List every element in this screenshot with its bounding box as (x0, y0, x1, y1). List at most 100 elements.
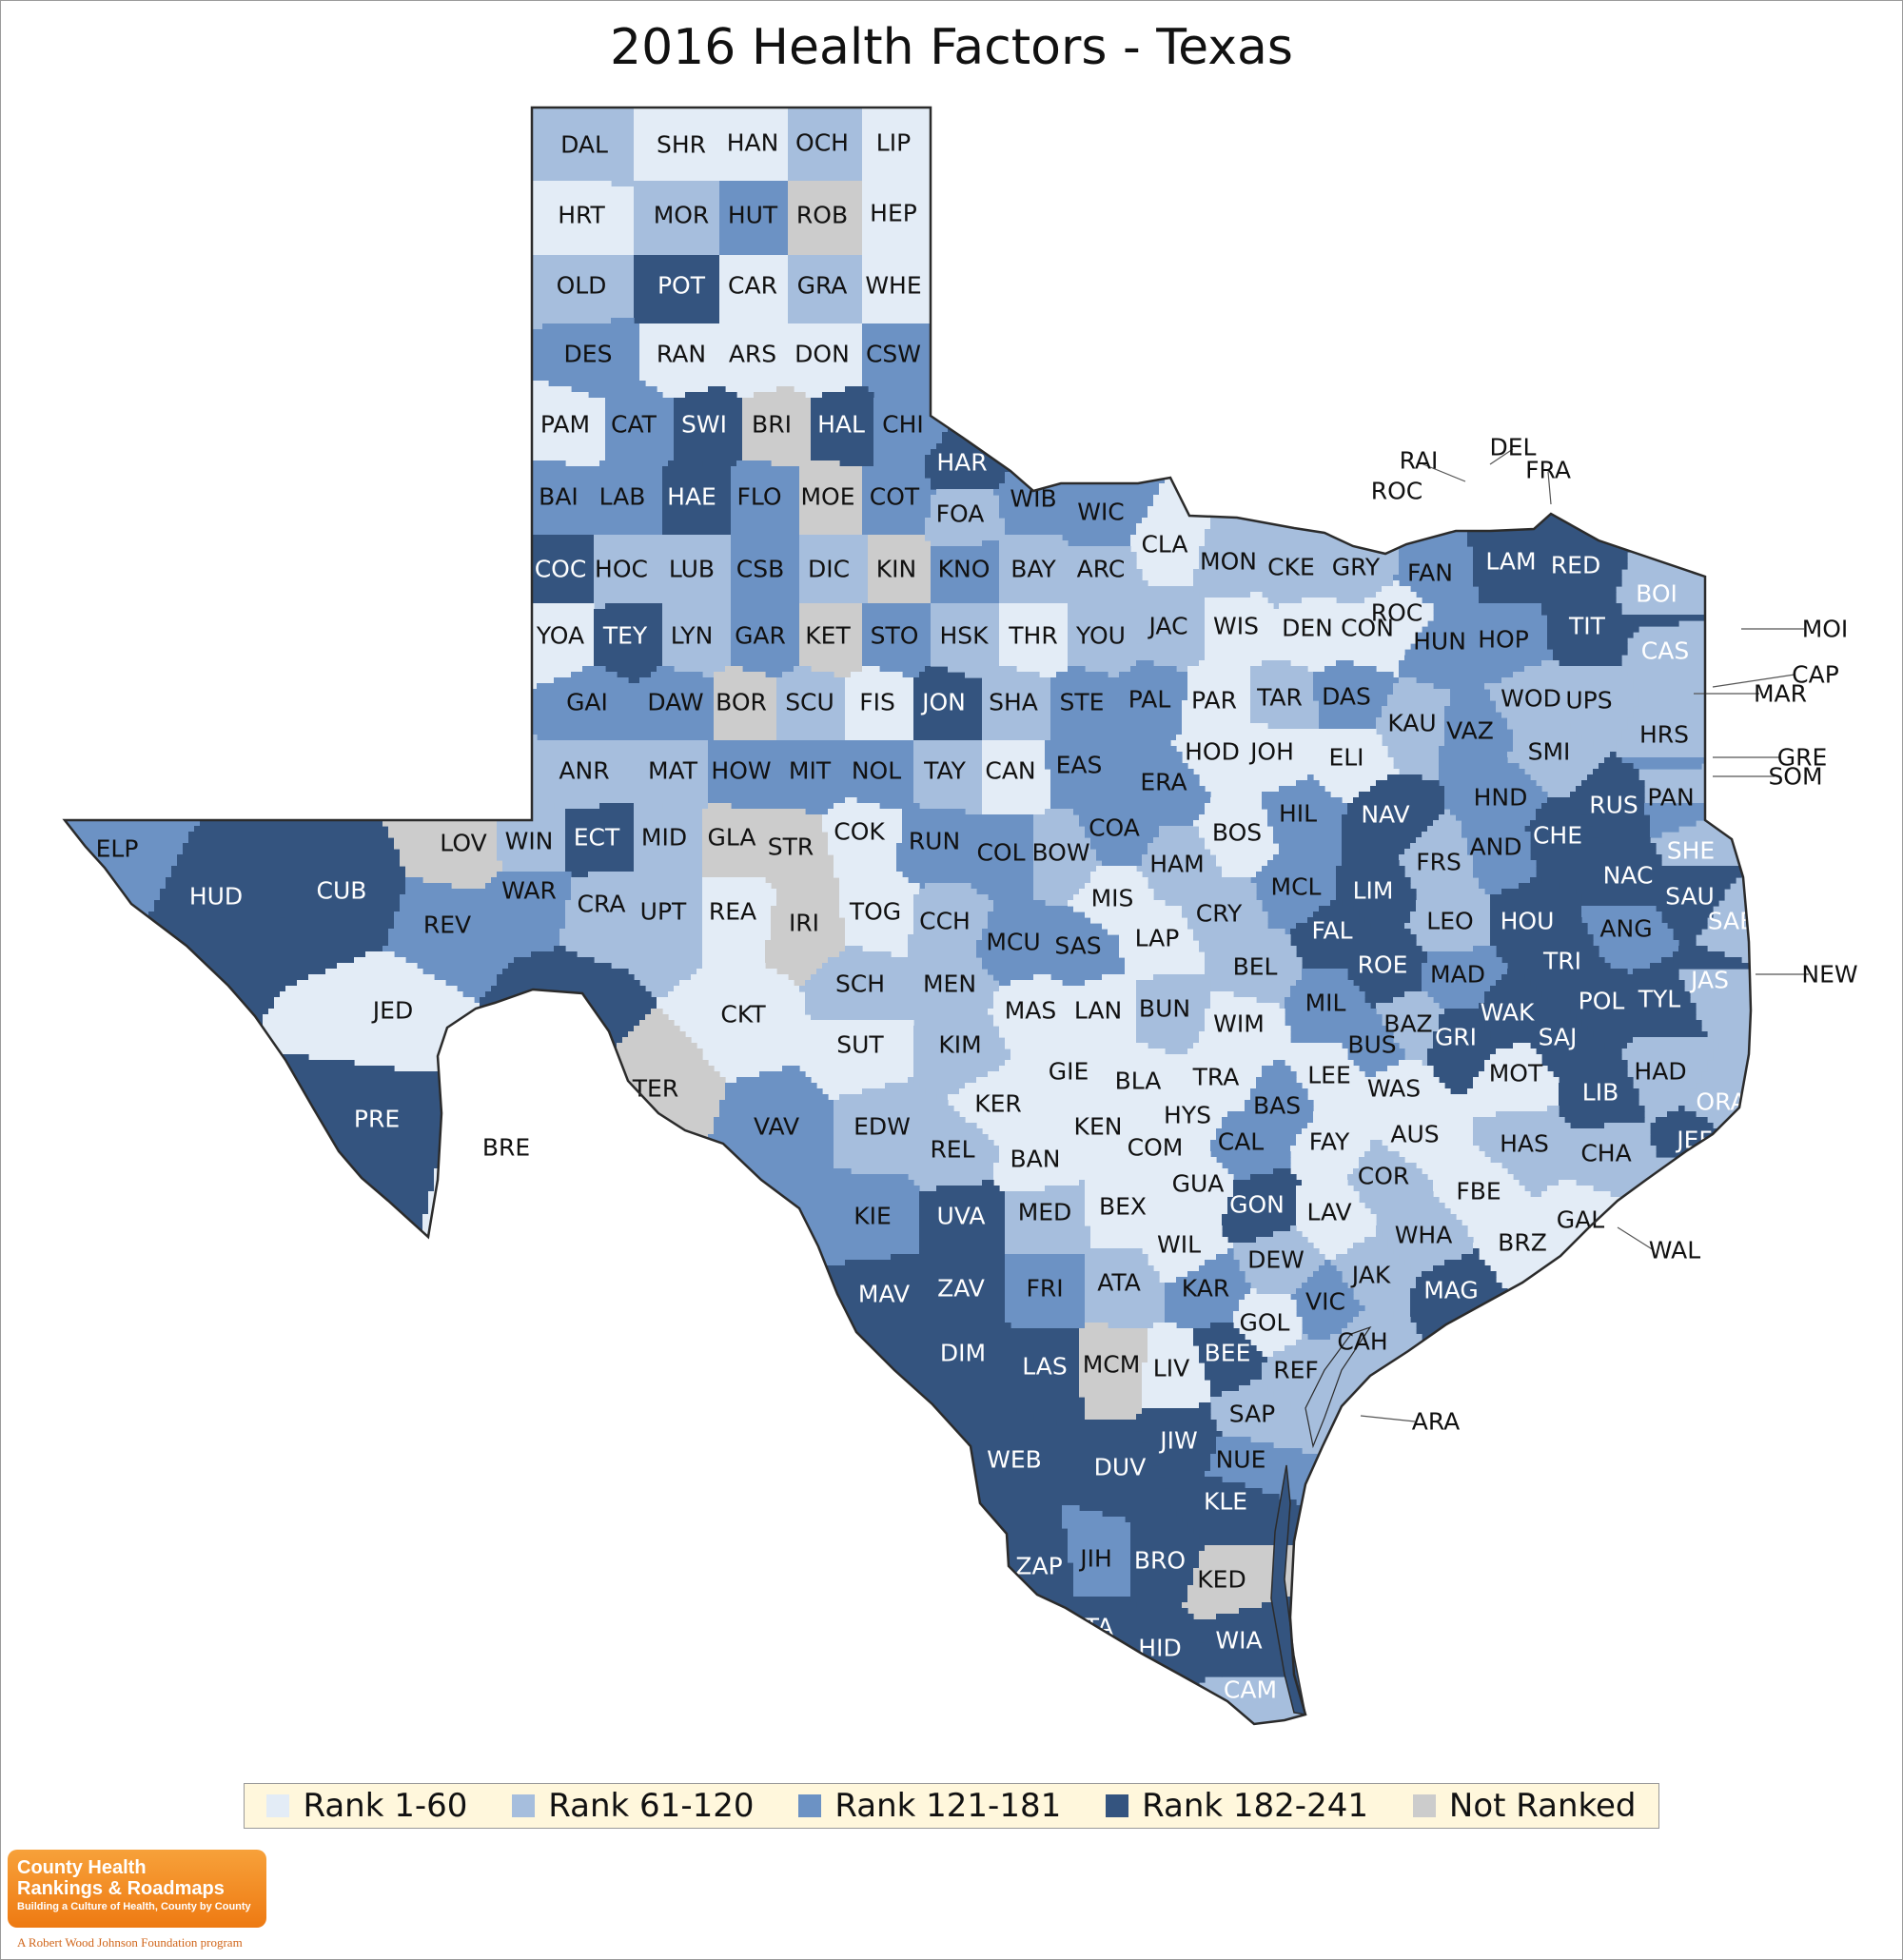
county-bro[interactable] (1130, 1505, 1206, 1609)
county-hud[interactable] (57, 689, 286, 1169)
county-rel[interactable] (908, 1100, 1000, 1192)
county-lim[interactable] (1336, 849, 1417, 930)
county-rev[interactable] (383, 877, 515, 1004)
county-fis[interactable] (845, 666, 914, 741)
county-boi[interactable] (1627, 615, 1719, 633)
county-gla[interactable] (702, 803, 772, 878)
county-mat[interactable] (634, 740, 709, 810)
county-bex[interactable] (1085, 1168, 1166, 1249)
county-han[interactable] (719, 95, 789, 182)
county-eli[interactable] (1313, 729, 1400, 804)
county-sto[interactable] (862, 603, 932, 678)
county-vic[interactable] (1290, 1260, 1365, 1341)
county-sha[interactable] (982, 666, 1051, 741)
county-edw[interactable] (834, 1077, 937, 1175)
county-tay[interactable] (913, 740, 983, 815)
county-tar[interactable] (1250, 660, 1320, 730)
county-gol[interactable] (1233, 1288, 1303, 1358)
county-roc[interactable] (1370, 580, 1434, 656)
county-cal[interactable] (1210, 1111, 1291, 1181)
county-hae[interactable] (662, 461, 732, 536)
county-bai[interactable] (126, 426, 595, 547)
county-eas[interactable] (1045, 735, 1131, 810)
county-wod[interactable] (1484, 660, 1565, 735)
county-can[interactable] (982, 740, 1051, 815)
county-hnd[interactable] (1444, 757, 1548, 827)
county-lee[interactable] (1285, 1043, 1365, 1112)
county-flo[interactable] (731, 461, 800, 536)
county-str[interactable] (759, 809, 840, 890)
county-tit[interactable] (1541, 592, 1634, 667)
county-shr[interactable] (634, 95, 720, 182)
county-has[interactable] (1473, 1106, 1571, 1198)
county-ken[interactable] (1056, 1094, 1137, 1175)
county-nac[interactable] (1576, 837, 1668, 907)
county-baz[interactable] (1376, 991, 1445, 1067)
county-ars[interactable] (719, 323, 789, 399)
county-mcm[interactable] (1079, 1323, 1148, 1421)
county-bor[interactable] (714, 666, 777, 741)
county-cub[interactable] (268, 632, 406, 987)
county-sau[interactable] (1656, 877, 1736, 947)
county-hys[interactable] (1153, 1083, 1228, 1152)
county-pot[interactable] (634, 255, 720, 324)
county-kin[interactable] (868, 535, 932, 604)
county-hil[interactable] (1262, 774, 1348, 855)
county-had[interactable] (1621, 1037, 1719, 1124)
county-jih[interactable] (1062, 1505, 1131, 1597)
county-jas[interactable] (1673, 946, 1759, 970)
county-uva[interactable] (919, 1180, 1006, 1255)
county-mcu[interactable] (976, 900, 1051, 987)
county-lyn[interactable] (662, 603, 732, 678)
county-liv[interactable] (1142, 1323, 1211, 1409)
county-daw[interactable] (634, 666, 715, 741)
county-hou[interactable] (1490, 877, 1582, 970)
county-ter[interactable] (571, 1009, 726, 1284)
county-era[interactable] (1125, 740, 1211, 827)
county-rob[interactable] (788, 181, 863, 256)
county-fri[interactable] (1005, 1254, 1086, 1329)
county-cot[interactable] (862, 461, 937, 536)
county-and[interactable] (1462, 820, 1537, 895)
county-jak[interactable] (1330, 1231, 1417, 1318)
county-war[interactable] (480, 872, 572, 958)
county-frs[interactable] (1399, 809, 1480, 901)
county-run[interactable] (896, 803, 977, 890)
county-bus[interactable] (1336, 1009, 1405, 1078)
county-fal[interactable] (1290, 900, 1377, 970)
county-cch[interactable] (908, 883, 994, 958)
county-you[interactable] (1068, 603, 1143, 678)
county-moe[interactable] (799, 461, 863, 536)
county-hut[interactable] (719, 181, 789, 256)
county-che[interactable] (1524, 797, 1605, 890)
county-thr[interactable] (999, 603, 1069, 678)
county-tyl[interactable] (1633, 957, 1708, 1038)
county-pal[interactable] (1119, 660, 1188, 747)
county-jac[interactable] (1130, 586, 1206, 673)
county-jon[interactable] (913, 666, 983, 741)
county-dic[interactable] (799, 535, 869, 604)
county-hep[interactable] (862, 181, 1291, 256)
county-tri[interactable] (1519, 917, 1605, 1004)
county-bri[interactable] (742, 386, 812, 467)
county-gry[interactable] (1324, 95, 1422, 604)
county-kau[interactable] (1376, 677, 1451, 781)
county-coa[interactable] (1073, 786, 1160, 867)
county-hun[interactable] (1399, 603, 1474, 690)
county-lan[interactable] (1068, 974, 1137, 1055)
county-leo[interactable] (1404, 889, 1491, 952)
county-lap[interactable] (1119, 900, 1206, 981)
county-cra[interactable] (559, 872, 640, 970)
county-zav[interactable] (925, 1254, 1006, 1323)
county-och[interactable] (788, 95, 863, 182)
county-ste[interactable] (1050, 666, 1120, 741)
county-rus[interactable] (1570, 752, 1651, 850)
county-swi[interactable] (674, 386, 743, 467)
county-mag[interactable] (1410, 1248, 1759, 1666)
county-hrs[interactable] (1621, 757, 1759, 770)
county-hal[interactable] (811, 386, 874, 467)
county-lip[interactable] (862, 95, 1394, 182)
county-ket[interactable] (799, 603, 863, 678)
county-don[interactable] (788, 323, 863, 399)
county-kar[interactable] (1165, 1248, 1251, 1329)
